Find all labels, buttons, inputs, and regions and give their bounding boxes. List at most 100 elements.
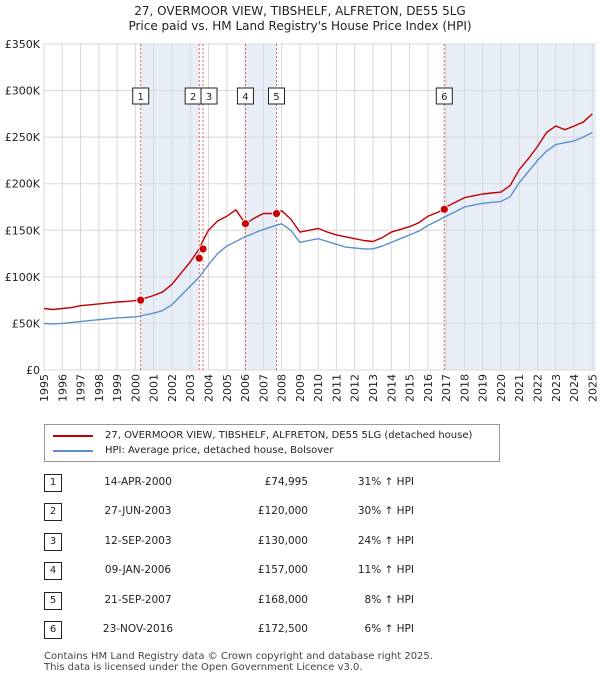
sale-label-text: 3 <box>206 92 212 103</box>
sale-number-badge: 3 <box>44 533 62 551</box>
sale-row: 5 21-SEP-2007 £168,000 8% ↑ HPI <box>44 592 564 610</box>
footer-copyright: Contains HM Land Registry data © Crown c… <box>44 651 433 662</box>
sale-label-text: 6 <box>441 92 447 103</box>
x-tick-label: 2004 <box>203 374 216 402</box>
sale-row: 4 09-JAN-2006 £157,000 11% ↑ HPI <box>44 562 564 580</box>
sale-hpi-diff: 30% ↑ HPI <box>357 505 414 517</box>
sale-label-text: 4 <box>242 92 248 103</box>
x-tick-label: 2017 <box>440 374 453 402</box>
x-tick-label: 2016 <box>422 374 435 402</box>
x-tick-label: 2010 <box>312 374 325 402</box>
footer: Contains HM Land Registry data © Crown c… <box>44 651 433 673</box>
sale-hpi-diff: 31% ↑ HPI <box>357 476 414 488</box>
sale-number-badge: 5 <box>44 592 62 610</box>
x-tick-label: 2008 <box>276 374 289 402</box>
sale-number-badge: 2 <box>44 503 62 521</box>
legend-label-hpi: HPI: Average price, detached house, Bols… <box>105 445 334 456</box>
x-tick-label: 2009 <box>294 374 307 402</box>
sale-price: £74,995 <box>264 476 308 488</box>
sale-price: £157,000 <box>257 564 308 576</box>
sale-price: £120,000 <box>257 505 308 517</box>
x-tick-label: 2005 <box>221 374 234 402</box>
x-tick-label: 2021 <box>513 374 526 402</box>
sale-label-box <box>435 87 453 105</box>
sale-dot <box>272 209 281 218</box>
sale-row: 3 12-SEP-2003 £130,000 24% ↑ HPI <box>44 533 564 551</box>
sale-row: 1 14-APR-2000 £74,995 31% ↑ HPI <box>44 474 564 492</box>
legend-swatch-hpi <box>53 450 93 452</box>
x-tick-label: 1996 <box>56 374 69 402</box>
x-tick-label: 2022 <box>532 374 545 402</box>
sale-date: 12-SEP-2003 <box>104 535 172 547</box>
x-axis-ticks: 1995 1996 1997 1998 1999 2000 2001 2002 2003 2004… <box>38 374 599 402</box>
sale-date: 09-JAN-2006 <box>104 564 172 576</box>
x-tick-label: 2006 <box>239 374 252 402</box>
sale-hpi-diff: 6% ↑ HPI <box>364 623 414 635</box>
legend: 27, OVERMOOR VIEW, TIBSHELF, ALFRETON, D… <box>44 424 500 462</box>
sale-dot <box>194 253 204 263</box>
title-subtitle: Price paid vs. HM Land Registry's House … <box>128 19 472 33</box>
sale-price: £172,500 <box>257 623 308 635</box>
sale-date: 21-SEP-2007 <box>104 594 172 606</box>
footer-license: This data is licensed under the Open Gov… <box>44 662 363 673</box>
sale-dot <box>198 244 208 254</box>
sale-label-box <box>200 87 218 105</box>
y-tick-label: £100K <box>5 271 41 284</box>
x-tick-label: 2014 <box>385 374 398 402</box>
x-tick-label: 2024 <box>568 374 581 402</box>
sale-label-text: 1 <box>138 92 144 103</box>
sale-number-badge: 1 <box>44 474 62 492</box>
x-tick-label: 2020 <box>495 374 508 402</box>
x-tick-label: 2000 <box>129 374 142 402</box>
sale-label-box <box>267 87 285 105</box>
sale-number-badge: 4 <box>44 562 62 580</box>
sale-label-box <box>236 87 254 105</box>
sale-hpi-diff: 11% ↑ HPI <box>357 564 414 576</box>
x-tick-label: 2019 <box>477 374 490 402</box>
x-tick-label: 2007 <box>257 374 270 402</box>
y-tick-label: £300K <box>5 85 41 98</box>
hpi-line <box>43 131 593 325</box>
shaded-ranges <box>44 44 596 370</box>
y-tick-label: £0 <box>26 364 40 377</box>
x-tick-label: 2023 <box>550 374 563 402</box>
y-tick-label: £50K <box>12 317 41 330</box>
legend-swatch-property <box>53 435 93 437</box>
x-tick-label: 2002 <box>166 374 179 402</box>
y-tick-label: £250K <box>5 131 41 144</box>
sale-hpi-diff: 8% ↑ HPI <box>364 594 414 606</box>
chart-title: 27, OVERMOOR VIEW, TIBSHELF, ALFRETON, D… <box>0 4 600 34</box>
x-tick-label: 2011 <box>330 374 343 402</box>
sale-row: 2 27-JUN-2003 £120,000 30% ↑ HPI <box>44 503 564 521</box>
sale-number-badge: 6 <box>44 621 62 639</box>
sale-dot <box>241 219 250 229</box>
sale-dot <box>439 204 449 214</box>
y-axis-ticks: £0 £50K £100K £150K £200K £250K £300K £350K <box>5 38 41 377</box>
sale-date: 27-JUN-2003 <box>104 505 172 517</box>
sale-row: 6 23-NOV-2016 £172,500 6% ↑ HPI <box>44 621 564 639</box>
y-tick-label: £350K <box>5 38 41 51</box>
sale-label-box <box>132 87 150 105</box>
sale-hpi-diff: 24% ↑ HPI <box>357 535 414 547</box>
x-tick-label: 2015 <box>404 374 417 402</box>
x-tick-label: 1998 <box>93 374 106 402</box>
shaded-range <box>444 44 596 370</box>
y-tick-label: £150K <box>5 224 41 237</box>
sale-date: 14-APR-2000 <box>104 476 172 488</box>
sale-price: £168,000 <box>257 594 308 606</box>
title-address: 27, OVERMOOR VIEW, TIBSHELF, ALFRETON, D… <box>134 4 466 18</box>
sale-label-text: 2 <box>190 92 196 103</box>
x-tick-label: 1999 <box>111 374 124 402</box>
legend-label-property: 27, OVERMOOR VIEW, TIBSHELF, ALFRETON, D… <box>105 430 473 441</box>
sale-date: 23-NOV-2016 <box>102 623 174 635</box>
sale-dot <box>136 295 146 305</box>
x-tick-label: 2025 <box>586 374 599 402</box>
x-tick-label: 2013 <box>367 374 380 402</box>
sale-price: £130,000 <box>257 535 308 547</box>
y-tick-label: £200K <box>5 178 41 191</box>
sale-dots <box>136 204 449 305</box>
x-tick-label: 2003 <box>184 374 197 402</box>
x-tick-label: 1995 <box>38 374 51 402</box>
